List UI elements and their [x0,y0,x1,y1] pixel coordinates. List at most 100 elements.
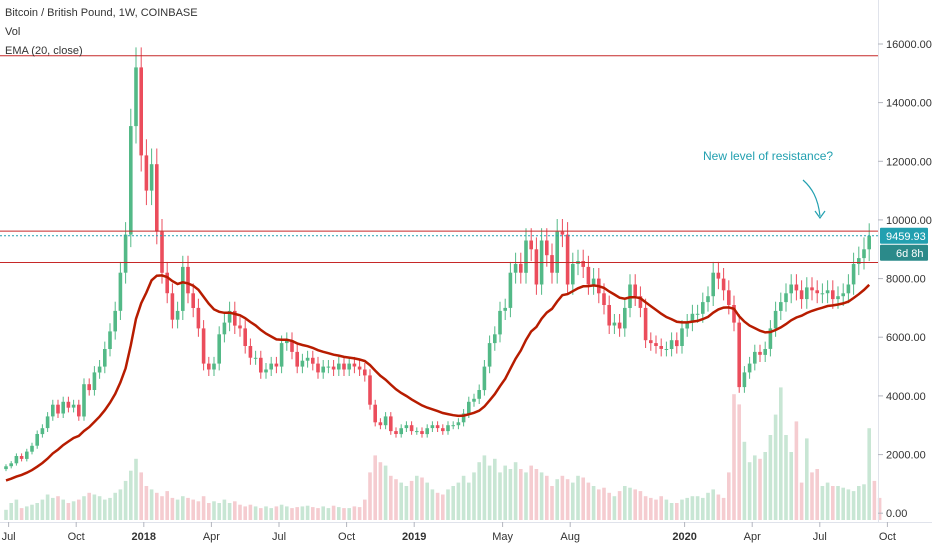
candle [779,292,783,320]
candle-body [799,290,804,300]
volume-bar [586,482,591,520]
candle-body [862,249,866,259]
candle-body [711,272,715,297]
candle-body [290,340,294,352]
volume-bar [233,501,237,520]
y-tick-label: 8000.00 [886,274,926,286]
volume-bar [326,508,331,520]
candle-body [9,463,13,467]
candle [565,222,570,295]
countdown-badge: 6d 8h [880,244,928,261]
candle-body [581,261,585,267]
candle-body [311,357,315,364]
x-axis: Jul Oct 2018 Apr Jul Oct 2019 May Aug 2020 Apr Jul O… [2,522,896,543]
candle-body [409,425,414,432]
candle [441,424,445,435]
candle [290,332,294,360]
candle [134,47,138,144]
candle [508,261,513,318]
ema-study-label[interactable]: EMA (20, close) [5,45,83,57]
volume-bar [149,489,154,520]
candle-body [857,258,861,264]
candle [279,335,284,374]
volume-bar [311,507,315,520]
candle-body [441,428,445,432]
y-axis: 16000.00 14000.00 12000.00 10000.00 8000.00 6… [878,39,932,520]
candle [149,148,154,206]
volume-bar [30,504,34,520]
volume-bar [831,486,835,520]
candle [867,223,871,262]
candle-body [493,334,497,344]
candle-body [357,366,362,370]
candle-body [810,287,814,291]
volume-bar [19,508,24,520]
volume-bar [753,455,757,520]
candle-body [170,293,175,320]
candle-body [269,363,273,370]
volume-bar [269,508,273,520]
candle-body [623,307,627,329]
candle-body [815,290,819,294]
volume-bar [331,505,336,520]
volume-bar [565,479,570,520]
volume-bar [701,497,705,520]
volume-bar [779,387,783,520]
candle [269,356,273,376]
candle-body [732,305,736,323]
volume-bar [337,507,341,520]
volume-bar [415,475,419,520]
candle [451,421,455,430]
y-tick-label: 4000.00 [886,391,926,403]
candle [435,421,440,432]
volume-bar [40,499,45,520]
volume-bar [773,414,778,520]
volume-bar [71,501,76,520]
candle [4,464,8,472]
candle-body [820,293,825,295]
candle-body [316,363,320,373]
candle [357,360,362,376]
candle [857,246,861,276]
candle-body [513,263,518,273]
volume-bar [482,455,487,520]
candle [607,295,611,334]
volume-bar [248,504,253,520]
volume-bar [441,494,445,520]
volume-bar [181,496,185,520]
candle-body [472,398,476,402]
candle-body [123,234,128,273]
candle-body [508,272,513,308]
volume-bar [108,497,112,520]
candle-body [35,434,39,446]
volume-bar [300,506,305,520]
candle [742,366,747,393]
candle-body [664,349,669,350]
candle-body [201,328,206,364]
volume-bar [389,475,393,520]
volume-bar [472,472,476,520]
volume-study-label[interactable]: Vol [5,26,21,38]
candle-body [19,456,24,459]
volume-bar [4,509,8,520]
volume-bar [373,455,377,520]
candle-body [643,307,648,341]
candle [347,356,351,376]
volume-bar [758,458,762,520]
symbol-title[interactable]: Bitcoin / British Pound, 1W, COINBASE [5,7,198,19]
candle-body [139,67,143,156]
candle [643,298,648,348]
candle [139,47,143,172]
candle [155,148,159,245]
candle [248,338,253,365]
candle [19,453,24,462]
candle [851,252,856,295]
candle [175,301,180,329]
volume-bar [550,486,554,520]
x-tick-label: 2019 [402,531,426,543]
candle-body [555,231,559,273]
volume-bar [404,486,409,520]
candle [238,317,242,337]
volume-bar [238,504,242,520]
